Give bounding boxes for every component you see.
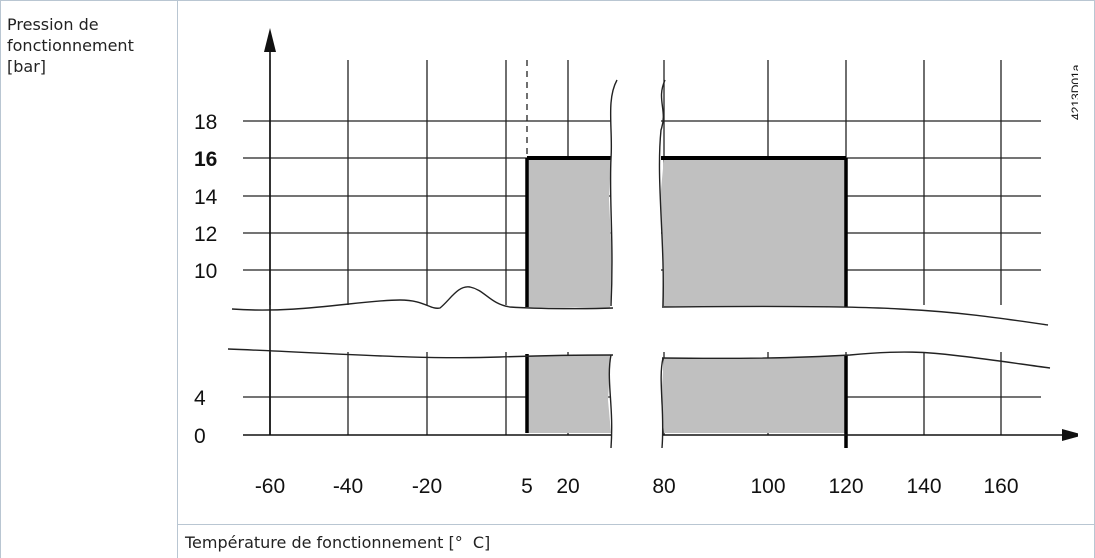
x-tick-label-120: 120 — [828, 475, 863, 498]
figure-code: 4213D01a — [1069, 64, 1078, 120]
x-tick-label--20: -20 — [412, 475, 442, 498]
x-axis-label: Température de fonctionnement [° C] — [185, 533, 491, 552]
grid-lines — [243, 60, 1041, 435]
x-tick-label-5: 5 — [521, 475, 533, 498]
fill-lower-right — [661, 355, 846, 433]
y-tick-label-16: 16 — [194, 148, 217, 171]
fill-lower-left — [527, 355, 611, 433]
y-tick-label-12: 12 — [194, 223, 217, 246]
y-tick-label-14: 14 — [194, 186, 218, 209]
x-tick-label-20: 20 — [556, 475, 579, 498]
fill-upper-left — [527, 158, 612, 308]
frame-row-divider — [177, 524, 1095, 525]
x-axis-arrow — [1062, 429, 1078, 441]
x-tick-label-80: 80 — [652, 475, 675, 498]
y-tick-labels: 0 4 10 12 14 16 18 — [194, 111, 218, 448]
x-tick-label--60: -60 — [255, 475, 285, 498]
frame-column-divider — [177, 0, 178, 558]
break-line-lower-left — [227, 348, 614, 359]
operating-range-fill — [527, 158, 846, 433]
break-line-upper-right — [661, 305, 1049, 326]
axes — [243, 28, 1078, 441]
y-axis-label: Pression de fonctionnement [bar] — [7, 15, 134, 76]
break-mark-right-upper — [658, 79, 666, 307]
y-tick-label-10: 10 — [194, 260, 217, 283]
operating-range-chart: -60 -40 -20 5 20 80 100 120 140 160 041012141618 … — [194, 28, 1078, 498]
break-mark-left-lower — [608, 354, 613, 449]
y-tick-label-4: 4 — [194, 387, 206, 410]
x-tick-label--40: -40 — [333, 475, 363, 498]
y-axis-arrow — [264, 28, 276, 52]
y-tick-label-0: 0 — [194, 425, 206, 448]
frame-border-left — [0, 0, 1, 558]
break-mark-right-lower — [660, 357, 664, 449]
break-line-upper-left — [231, 286, 614, 311]
x-tick-label-160: 160 — [983, 475, 1018, 498]
fill-upper-right — [660, 158, 846, 307]
axis-break-lines — [227, 79, 1051, 449]
break-line-lower-right — [661, 351, 1051, 369]
x-tick-labels: -60 -40 -20 5 20 80 100 120 140 160 — [255, 475, 1019, 498]
x-tick-label-100: 100 — [750, 475, 785, 498]
frame-border-top — [0, 0, 1095, 1]
break-mark-left-upper — [609, 79, 618, 307]
x-tick-label-140: 140 — [906, 475, 941, 498]
y-tick-label-18: 18 — [194, 111, 217, 134]
operating-range-boundary — [525, 156, 848, 448]
